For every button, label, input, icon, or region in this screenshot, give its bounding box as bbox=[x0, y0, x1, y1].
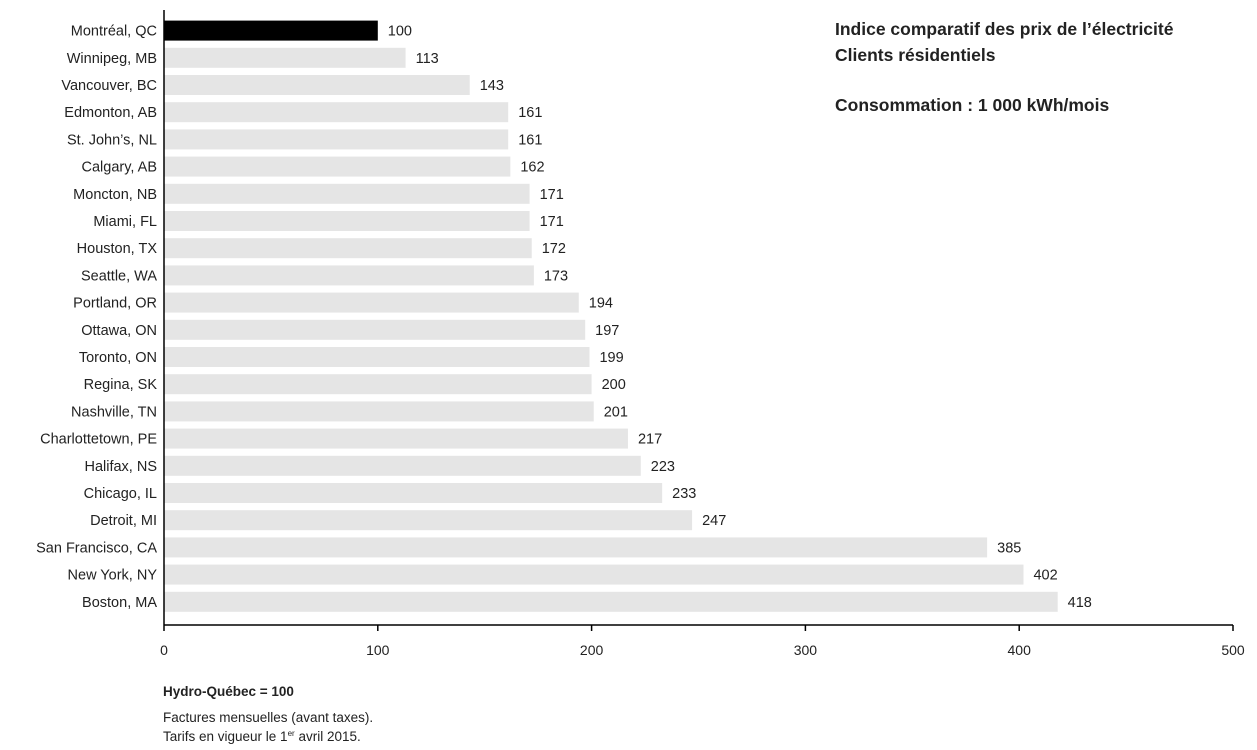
x-axis: 0 100 200 300 400 500 bbox=[160, 10, 1245, 658]
value-label: 171 bbox=[540, 214, 564, 230]
category-label: Edmonton, AB bbox=[64, 105, 157, 121]
rates-date-superscript: er bbox=[287, 729, 295, 738]
bar bbox=[164, 537, 988, 558]
bar bbox=[164, 75, 470, 95]
category-label: Regina, SK bbox=[84, 377, 158, 393]
value-label: 200 bbox=[602, 377, 626, 393]
bar bbox=[164, 455, 641, 476]
chart-notes: Hydro-Québec = 100 Factures mensuelles (… bbox=[163, 684, 373, 745]
value-label: 143 bbox=[480, 78, 504, 94]
rates-date-prefix: Tarifs en vigueur le 1 bbox=[163, 729, 288, 744]
x-tick-label: 200 bbox=[580, 642, 604, 658]
chart-subtitle-residential: Clients résidentiels bbox=[835, 45, 996, 65]
category-label: Portland, OR bbox=[73, 296, 157, 312]
x-tick-label: 500 bbox=[1221, 642, 1245, 658]
category-label: Montréal, QC bbox=[71, 24, 157, 40]
value-label: 161 bbox=[518, 132, 542, 148]
billing-note: Factures mensuelles (avant taxes). bbox=[163, 710, 374, 725]
value-label: 172 bbox=[542, 241, 566, 257]
x-tick-label: 0 bbox=[160, 642, 168, 658]
value-label: 171 bbox=[540, 187, 564, 203]
x-tick-label: 300 bbox=[794, 642, 818, 658]
value-label: 199 bbox=[599, 350, 623, 366]
category-label: Nashville, TN bbox=[71, 404, 157, 420]
value-label: 418 bbox=[1068, 595, 1092, 611]
category-label: Moncton, NB bbox=[73, 187, 157, 203]
value-label: 161 bbox=[518, 105, 542, 121]
category-label: Boston, MA bbox=[82, 595, 157, 611]
rates-date-note: Tarifs en vigueur le 1er avril 2015. bbox=[163, 726, 373, 745]
bar bbox=[164, 401, 594, 422]
category-label: San Francisco, CA bbox=[36, 540, 157, 556]
chart-subtitle-consumption: Consommation : 1 000 kWh/mois bbox=[835, 95, 1110, 115]
value-label: 201 bbox=[604, 404, 628, 420]
category-label: Charlottetown, PE bbox=[40, 432, 157, 448]
bar bbox=[164, 156, 511, 177]
category-label: Vancouver, BC bbox=[61, 78, 157, 94]
bar bbox=[164, 510, 693, 531]
category-label: Detroit, MI bbox=[90, 513, 157, 529]
bar bbox=[164, 265, 534, 286]
bar bbox=[164, 102, 509, 123]
category-label: Chicago, IL bbox=[84, 486, 157, 502]
x-tick-label: 100 bbox=[366, 642, 390, 658]
rates-date-suffix: avril 2015. bbox=[294, 729, 361, 744]
bar bbox=[164, 238, 532, 259]
category-label: Calgary, AB bbox=[82, 160, 158, 176]
bar bbox=[164, 183, 530, 204]
base-index-note: Hydro-Québec = 100 bbox=[163, 684, 294, 699]
value-label: 173 bbox=[544, 268, 568, 284]
value-label: 217 bbox=[638, 432, 662, 448]
value-label: 247 bbox=[702, 513, 726, 529]
category-label: Halifax, NS bbox=[84, 459, 157, 475]
category-label: Miami, FL bbox=[93, 214, 157, 230]
value-label: 197 bbox=[595, 323, 619, 339]
value-label: 100 bbox=[388, 24, 412, 40]
category-label: Winnipeg, MB bbox=[67, 51, 157, 67]
x-tick-label: 400 bbox=[1008, 642, 1032, 658]
category-label: New York, NY bbox=[68, 568, 158, 584]
bar bbox=[164, 564, 1024, 585]
bar bbox=[164, 211, 530, 231]
value-label: 223 bbox=[651, 459, 675, 475]
bar bbox=[164, 292, 579, 313]
chart-title: Indice comparatif des prix de l’électric… bbox=[835, 19, 1174, 39]
category-label: Houston, TX bbox=[77, 241, 158, 257]
value-label: 402 bbox=[1033, 568, 1057, 584]
bar bbox=[164, 20, 378, 41]
category-label: St. John’s, NL bbox=[67, 132, 157, 148]
value-label: 194 bbox=[589, 296, 613, 312]
category-label: Ottawa, ON bbox=[81, 323, 157, 339]
bar bbox=[164, 319, 586, 340]
chart-title-block: Indice comparatif des prix de l’électric… bbox=[835, 16, 1255, 118]
value-label: 233 bbox=[672, 486, 696, 502]
bar bbox=[164, 483, 663, 503]
bar bbox=[164, 47, 406, 68]
category-label: Seattle, WA bbox=[81, 268, 157, 284]
bar bbox=[164, 428, 628, 449]
value-label: 162 bbox=[520, 160, 544, 176]
bars-layer: Montréal, QC 100 Winnipeg, MB 113 Vancouver,… bbox=[36, 20, 1092, 612]
value-label: 385 bbox=[997, 540, 1021, 556]
bar bbox=[164, 374, 592, 395]
category-label: Toronto, ON bbox=[79, 350, 157, 366]
bar bbox=[164, 347, 590, 367]
bar bbox=[164, 129, 509, 150]
bar bbox=[164, 591, 1058, 612]
value-label: 113 bbox=[416, 51, 439, 67]
